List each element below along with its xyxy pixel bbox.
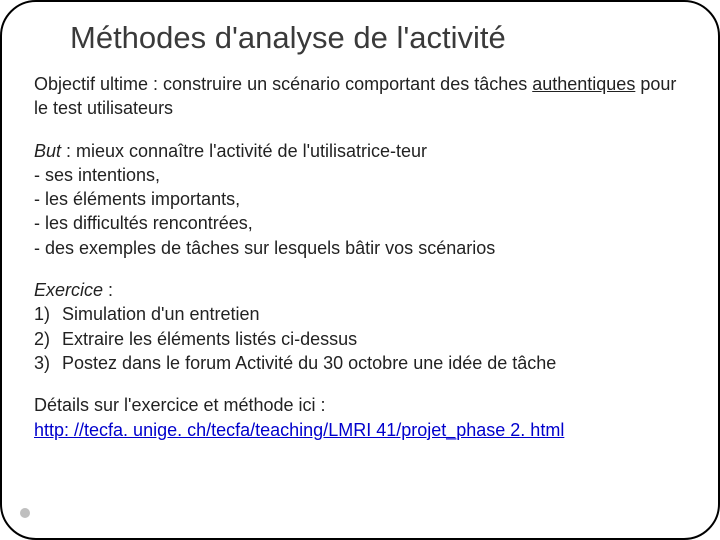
exercice-paragraph: Exercice : 1) Simulation d'un entretien … <box>34 278 688 375</box>
exercice-lead-rest: : <box>103 280 113 300</box>
but-item: - les éléments importants, <box>34 187 688 211</box>
but-item: - des exemples de tâches sur lesquels bâ… <box>34 236 688 260</box>
exercice-item: 3) Postez dans le forum Activité du 30 o… <box>34 351 688 375</box>
details-link[interactable]: http: //tecfa. unige. ch/tecfa/teaching/… <box>34 418 688 442</box>
exercice-item-number: 3) <box>34 351 62 375</box>
objectif-paragraph: Objectif ultime : construire un scénario… <box>34 72 688 121</box>
but-item: - les difficultés rencontrées, <box>34 211 688 235</box>
exercice-item-text: Simulation d'un entretien <box>62 302 688 326</box>
exercice-item-number: 2) <box>34 327 62 351</box>
exercice-list: 1) Simulation d'un entretien 2) Extraire… <box>34 302 688 375</box>
details-paragraph: Détails sur l'exercice et méthode ici : … <box>34 393 688 442</box>
objectif-underlined: authentiques <box>532 74 635 94</box>
exercice-item-text: Extraire les éléments listés ci-dessus <box>62 327 688 351</box>
slide-frame: Méthodes d'analyse de l'activité Objecti… <box>0 0 720 540</box>
but-item: - ses intentions, <box>34 163 688 187</box>
slide-title: Méthodes d'analyse de l'activité <box>70 20 688 56</box>
exercice-item: 2) Extraire les éléments listés ci-dessu… <box>34 327 688 351</box>
exercice-item: 1) Simulation d'un entretien <box>34 302 688 326</box>
exercice-item-number: 1) <box>34 302 62 326</box>
exercice-lead-italic: Exercice <box>34 280 103 300</box>
but-lead-italic: But <box>34 141 61 161</box>
details-lead: Détails sur l'exercice et méthode ici : <box>34 393 688 417</box>
slide-number-dot-icon <box>20 508 30 518</box>
but-lead-rest: : mieux connaître l'activité de l'utilis… <box>61 141 427 161</box>
slide-body: Objectif ultime : construire un scénario… <box>34 72 688 442</box>
but-paragraph: But : mieux connaître l'activité de l'ut… <box>34 139 688 260</box>
exercice-item-text: Postez dans le forum Activité du 30 octo… <box>62 351 688 375</box>
objectif-prefix: Objectif ultime : construire un scénario… <box>34 74 532 94</box>
